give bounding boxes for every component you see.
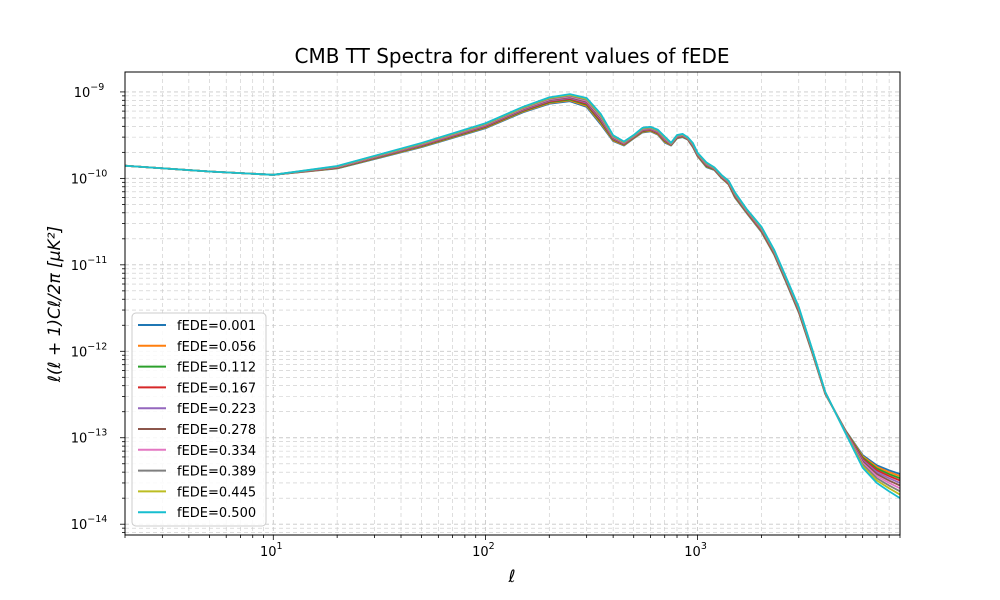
legend-label: fEDE=0.001 xyxy=(177,319,256,334)
legend-label: fEDE=0.112 xyxy=(177,361,256,376)
x-axis-label: ℓ xyxy=(507,567,515,587)
x-tick-label: 101 xyxy=(260,541,283,560)
legend-label: fEDE=0.167 xyxy=(177,381,256,396)
y-tick-label: 10−11 xyxy=(71,255,108,274)
legend: fEDE=0.001 fEDE=0.056 fEDE=0.112 fEDE=0.167… xyxy=(131,312,267,527)
y-tick-label: 10−13 xyxy=(71,428,108,447)
y-axis-label: ℓ(ℓ + 1)Cℓ/2π [μK²] xyxy=(45,226,65,383)
chart-title: CMB TT Spectra for different values of f… xyxy=(294,44,729,68)
y-tick-label: 10−12 xyxy=(71,341,108,360)
axis-ticks: 101 102 103 10−14 10−13 10−12 10−11 10−10 10−9 xyxy=(71,82,901,560)
series-line-fede-0-500 xyxy=(125,93,900,499)
legend-label: fEDE=0.334 xyxy=(177,444,256,459)
legend-label: fEDE=0.445 xyxy=(177,485,256,500)
legend-label: fEDE=0.223 xyxy=(177,402,256,417)
x-tick-label: 102 xyxy=(472,541,495,560)
series-layer xyxy=(125,93,900,499)
y-tick-label: 10−9 xyxy=(74,82,105,101)
legend-label: fEDE=0.500 xyxy=(177,506,256,521)
legend-label: fEDE=0.389 xyxy=(177,465,256,480)
plot-frame xyxy=(124,71,901,536)
y-tick-label: 10−10 xyxy=(71,168,108,187)
legend-label: fEDE=0.278 xyxy=(177,423,256,438)
legend-label: fEDE=0.056 xyxy=(177,340,256,355)
y-tick-label: 10−14 xyxy=(71,514,108,533)
x-tick-label: 103 xyxy=(684,541,707,560)
